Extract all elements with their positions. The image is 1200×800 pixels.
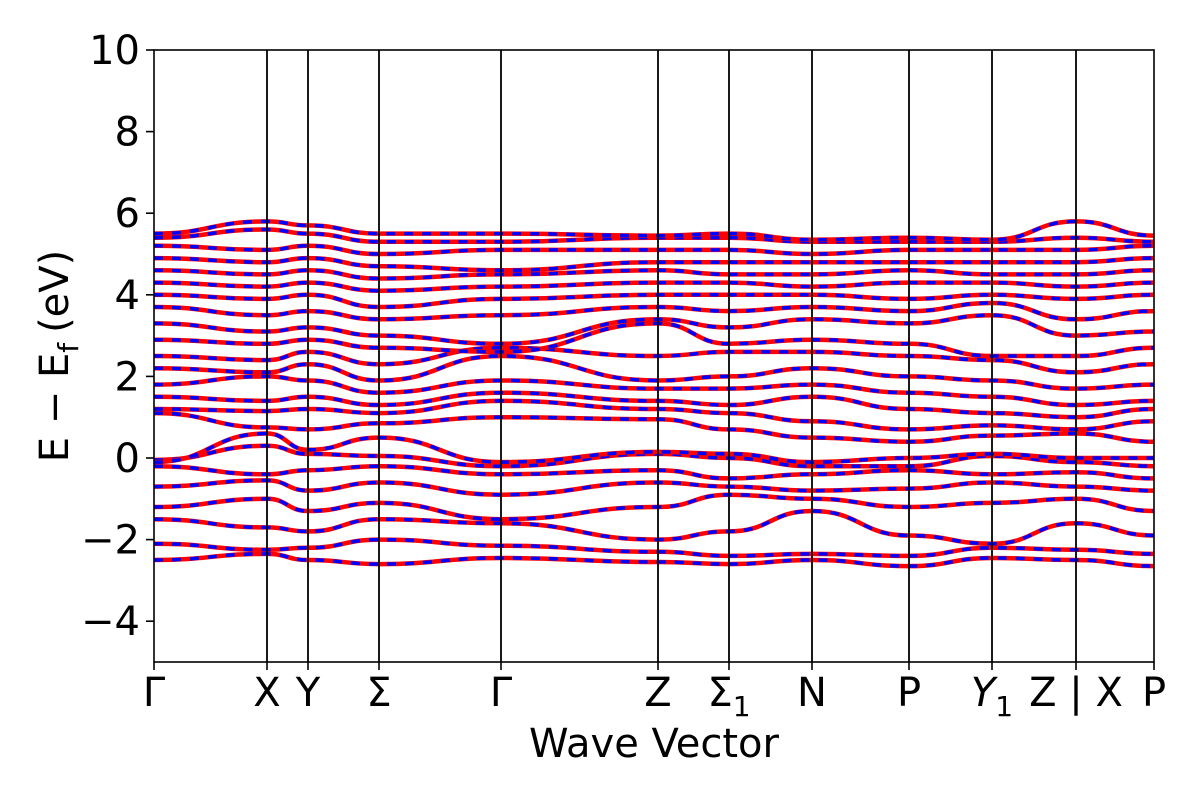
- band-4: [154, 492, 1154, 522]
- band-dashed-line: [154, 492, 1154, 521]
- band-solid-line: [154, 410, 1154, 444]
- band-dashed-line: [154, 313, 1154, 346]
- band-dashed-line: [154, 399, 1154, 432]
- band-12: [154, 374, 1154, 408]
- band-5: [154, 478, 1154, 497]
- band-solid-line: [154, 463, 1154, 481]
- band-dashed-line: [154, 374, 1154, 407]
- x-tick-label: Γ: [143, 670, 166, 716]
- band-dashed-line: [154, 301, 1154, 322]
- band-22: [154, 243, 1154, 257]
- x-axis: Γ X Y Σ Γ Z Σ1 N P Y1 Z | X P: [143, 662, 1166, 723]
- band-dashed-line: [154, 537, 1154, 558]
- band-17: [154, 300, 1154, 322]
- x-tick-label: Y: [295, 670, 321, 716]
- y-tick-label: 2: [115, 354, 140, 400]
- y-axis-title-subscript: f: [52, 342, 85, 353]
- band-9: [154, 410, 1154, 444]
- y-tick-label: 8: [115, 110, 140, 156]
- x-tick-label: Z: [644, 670, 671, 716]
- band-dashed-line: [154, 390, 1154, 419]
- band-dashed-line: [154, 464, 1154, 481]
- x-tick-label: Z | X: [1029, 670, 1123, 716]
- x-tick-label: X: [253, 670, 280, 716]
- y-axis: −4 −2 0 2 4 6 8 10: [81, 28, 154, 645]
- band-dashed-line: [154, 219, 1154, 242]
- plot-frame: [153, 49, 1155, 663]
- y-tick-label: 10: [89, 28, 140, 74]
- band-6: [154, 463, 1154, 481]
- band-1: [154, 551, 1154, 569]
- band-dashed-line: [154, 256, 1154, 273]
- band-14: [154, 345, 1154, 375]
- band-dashed-line: [154, 478, 1154, 497]
- band-24: [154, 219, 1154, 242]
- y-axis-title-main: E − E: [32, 353, 78, 463]
- y-tick-label: 4: [115, 273, 140, 319]
- y-tick-label: −4: [81, 599, 140, 645]
- band-dashed-line: [154, 346, 1154, 375]
- bands-layer: [154, 219, 1154, 569]
- band-dashed-line: [154, 552, 1154, 568]
- x-axis-title: Wave Vector: [529, 721, 780, 767]
- x-tick-label: Y1: [971, 670, 1013, 723]
- y-axis-title: E − Ef (eV): [32, 250, 85, 463]
- band-dashed-line: [154, 227, 1154, 244]
- y-tick-label: 0: [115, 436, 140, 482]
- x-tick-label: Σ1: [707, 670, 750, 723]
- band-20: [154, 268, 1154, 281]
- x-tick-label: Σ: [366, 670, 391, 716]
- band-3: [154, 508, 1154, 546]
- band-solid-line: [154, 508, 1154, 546]
- x-tick-label: Γ: [490, 670, 513, 716]
- band-dashed-line: [154, 321, 1154, 358]
- y-axis-title-unit: (eV): [32, 250, 78, 333]
- kpoint-lines: [266, 50, 1077, 662]
- y-tick-label: 6: [115, 191, 140, 237]
- band-19: [154, 280, 1154, 293]
- y-tick-label: −2: [81, 518, 140, 564]
- x-tick-label: P: [1142, 670, 1166, 716]
- x-tick-label: N: [797, 670, 827, 716]
- x-tick-label: P: [897, 670, 921, 716]
